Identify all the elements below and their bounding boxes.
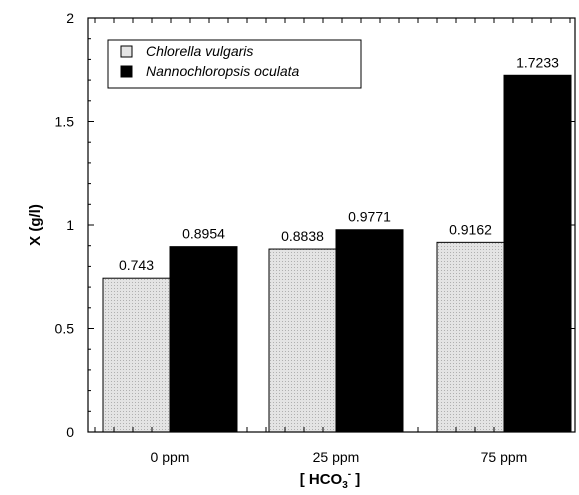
- ticks-group: [88, 17, 575, 433]
- x-tick-labels: 0 ppm 25 ppm 75 ppm: [151, 449, 528, 465]
- data-label-chlorella-1: 0.8838: [281, 228, 324, 244]
- y-tick-labels: 0 0.5 1 1.5 2: [55, 10, 75, 440]
- x-tick-label-0: 0 ppm: [151, 449, 190, 465]
- legend-swatch-nannochloropsis: [120, 65, 133, 78]
- y-tick-label-0: 0: [66, 424, 74, 440]
- data-label-nannochloropsis-1: 0.9771: [348, 209, 391, 225]
- bars-group: [102, 74, 572, 433]
- bar-nannochloropsis-1: [335, 229, 404, 433]
- y-tick-label-1: 0.5: [55, 321, 75, 337]
- bar-chlorella-2: [436, 241, 505, 433]
- legend-box: [107, 39, 362, 89]
- x-axis-title-subscript: 3: [342, 480, 348, 491]
- bar-chlorella-0: [102, 277, 171, 433]
- data-labels-group: 0.743 0.8954 0.8838 0.9771 0.9162 1.7233: [119, 54, 559, 273]
- y-axis-title: X (g/l): [27, 204, 44, 246]
- data-label-nannochloropsis-2: 1.7233: [516, 54, 559, 70]
- x-axis-title-superscript: -: [348, 469, 351, 480]
- bar-nannochloropsis-0: [169, 246, 238, 433]
- legend: Chlorella vulgaris Nannochloropsis ocula…: [107, 39, 362, 89]
- legend-label-nannochloropsis: Nannochloropsis oculata: [146, 63, 300, 79]
- x-axis-title-main: [ HCO: [300, 471, 343, 488]
- legend-swatch-chlorella: [120, 45, 133, 58]
- data-label-chlorella-2: 0.9162: [449, 221, 492, 237]
- bar-chlorella-1: [268, 248, 337, 433]
- legend-label-chlorella: Chlorella vulgaris: [146, 43, 253, 59]
- x-axis-title: [ HCO3- ]: [300, 469, 361, 491]
- x-tick-label-2: 75 ppm: [481, 449, 528, 465]
- data-label-chlorella-0: 0.743: [119, 257, 154, 273]
- bar-nannochloropsis-2: [503, 74, 572, 433]
- y-tick-label-2: 1: [66, 217, 74, 233]
- x-tick-label-1: 25 ppm: [313, 449, 360, 465]
- y-tick-label-4: 2: [66, 10, 74, 26]
- data-label-nannochloropsis-0: 0.8954: [182, 226, 225, 242]
- y-tick-label-3: 1.5: [55, 114, 75, 130]
- x-axis-title-end: ]: [351, 471, 360, 488]
